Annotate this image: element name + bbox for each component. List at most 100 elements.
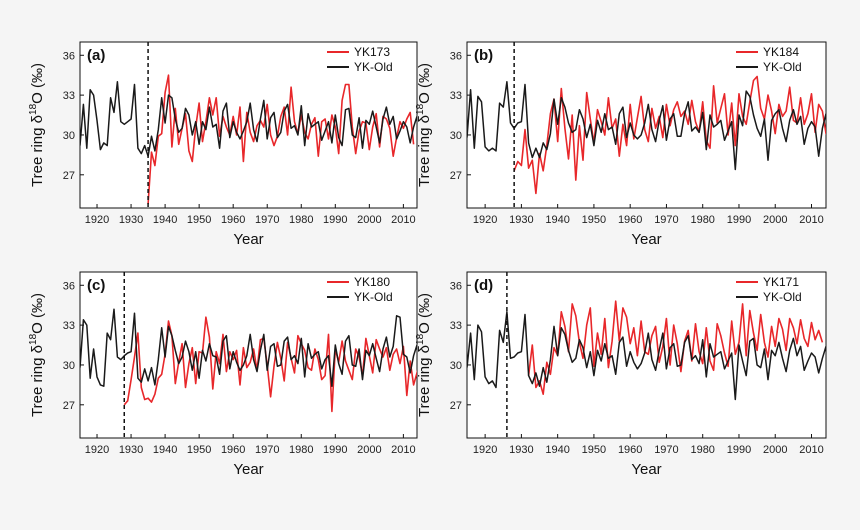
- y-tick-label: 33: [63, 90, 75, 102]
- x-tick-label: 1980: [289, 214, 313, 226]
- x-tick-label: 1920: [85, 444, 109, 456]
- legend-label-yk: YK173: [354, 45, 390, 59]
- x-tick-label: 1950: [187, 444, 211, 456]
- x-axis-label: Year: [631, 461, 661, 478]
- x-tick-label: 1950: [582, 444, 606, 456]
- y-tick-label: 30: [450, 360, 462, 372]
- x-tick-label: 1920: [473, 444, 497, 456]
- y-axis-label: Tree ring δ18O (‰): [28, 63, 46, 187]
- chart-panel: 27 30 33 36 1920 1930 1940 1950 1960 1970 1980 1990…: [415, 271, 827, 478]
- x-tick-label: 1980: [289, 444, 313, 456]
- series-line-yk-old: [467, 81, 826, 171]
- y-label-suffix: O (‰): [416, 293, 433, 334]
- y-label-prefix: Tree ring δ: [29, 115, 46, 187]
- series-line-yk-old: [467, 311, 826, 401]
- x-tick-label: 1930: [119, 444, 143, 456]
- legend-label-yk-old: YK-Old: [763, 290, 802, 304]
- y-label-superscript: 18: [415, 103, 426, 115]
- x-tick-label: 1950: [187, 214, 211, 226]
- x-tick-label: 1920: [473, 214, 497, 226]
- legend-label-yk: YK184: [763, 45, 799, 59]
- x-axis-label: Year: [233, 461, 263, 478]
- x-tick-label: 1960: [221, 214, 245, 226]
- y-tick-label: 27: [450, 400, 462, 412]
- y-tick-label: 36: [450, 50, 462, 62]
- chart-panel: 27 30 33 36 1920 1930 1940 1950 1960 1970 1980 1990…: [28, 271, 418, 478]
- x-tick-label: 1930: [509, 444, 533, 456]
- x-tick-label: 1940: [153, 214, 177, 226]
- x-tick-label: 1920: [85, 214, 109, 226]
- x-tick-label: 2010: [799, 214, 823, 226]
- panel-label: (d): [474, 277, 493, 294]
- y-label-superscript: 18: [415, 333, 426, 345]
- x-tick-label: 1990: [727, 214, 751, 226]
- y-tick-label: 30: [63, 130, 75, 142]
- x-tick-label: 1960: [618, 444, 642, 456]
- x-tick-label: 2000: [357, 444, 381, 456]
- y-axis-label: Tree ring δ18O (‰): [28, 293, 46, 417]
- y-label-prefix: Tree ring δ: [29, 345, 46, 417]
- x-tick-label: 2010: [391, 214, 415, 226]
- y-label-superscript: 18: [28, 103, 39, 115]
- y-label-superscript: 18: [28, 333, 39, 345]
- x-tick-label: 1960: [618, 214, 642, 226]
- chart-panel: 27 30 33 36 1920 1930 1940 1950 1960 1970 1980 1990…: [415, 41, 827, 248]
- panel-label: (c): [87, 277, 105, 294]
- series-line-yk184: [513, 75, 826, 195]
- x-tick-label: 1980: [690, 444, 714, 456]
- x-tick-label: 2010: [799, 444, 823, 456]
- y-label-suffix: O (‰): [29, 293, 46, 334]
- legend-label-yk-old: YK-Old: [354, 290, 393, 304]
- y-label-suffix: O (‰): [416, 63, 433, 104]
- x-tick-label: 1940: [545, 214, 569, 226]
- x-tick-label: 1990: [323, 444, 347, 456]
- y-tick-label: 33: [63, 320, 75, 332]
- y-tick-label: 30: [450, 130, 462, 142]
- y-tick-label: 27: [63, 400, 75, 412]
- y-axis-label: Tree ring δ18O (‰): [415, 63, 433, 187]
- legend-label-yk: YK180: [354, 275, 390, 289]
- chart-panel: 27 30 33 36 1920 1930 1940 1950 1960 1970 1980 1990…: [28, 41, 418, 248]
- series-line-yk173: [147, 74, 415, 205]
- x-tick-label: 1970: [654, 444, 678, 456]
- x-tick-label: 1970: [654, 214, 678, 226]
- x-tick-label: 2000: [763, 444, 787, 456]
- x-tick-label: 1960: [221, 444, 245, 456]
- series-line-yk-old: [80, 81, 417, 157]
- legend-label-yk-old: YK-Old: [763, 60, 802, 74]
- x-tick-label: 1940: [545, 444, 569, 456]
- y-label-prefix: Tree ring δ: [416, 345, 433, 417]
- x-tick-label: 1970: [255, 444, 279, 456]
- y-tick-label: 33: [450, 90, 462, 102]
- x-tick-label: 1950: [582, 214, 606, 226]
- legend-label-yk-old: YK-Old: [354, 60, 393, 74]
- y-tick-label: 36: [63, 280, 75, 292]
- series-line-yk180: [123, 316, 417, 413]
- y-tick-label: 36: [450, 280, 462, 292]
- panel-label: (b): [474, 47, 493, 64]
- y-tick-label: 27: [450, 170, 462, 182]
- y-label-suffix: O (‰): [29, 63, 46, 104]
- x-axis-label: Year: [233, 231, 263, 248]
- series-line-yk-old: [80, 308, 417, 387]
- x-tick-label: 1990: [323, 214, 347, 226]
- x-tick-label: 2010: [391, 444, 415, 456]
- y-tick-label: 30: [63, 360, 75, 372]
- series-line-yk171: [527, 300, 824, 396]
- x-tick-label: 1940: [153, 444, 177, 456]
- x-tick-label: 1930: [119, 214, 143, 226]
- y-tick-label: 27: [63, 170, 75, 182]
- x-tick-label: 1930: [509, 214, 533, 226]
- y-tick-label: 33: [450, 320, 462, 332]
- x-tick-label: 1980: [690, 214, 714, 226]
- y-tick-label: 36: [63, 50, 75, 62]
- legend-label-yk: YK171: [763, 275, 799, 289]
- x-tick-label: 1970: [255, 214, 279, 226]
- panel-label: (a): [87, 47, 105, 64]
- x-tick-label: 2000: [357, 214, 381, 226]
- y-axis-label: Tree ring δ18O (‰): [415, 293, 433, 417]
- x-tick-label: 1990: [727, 444, 751, 456]
- plot-frame: [466, 271, 827, 439]
- y-label-prefix: Tree ring δ: [416, 115, 433, 187]
